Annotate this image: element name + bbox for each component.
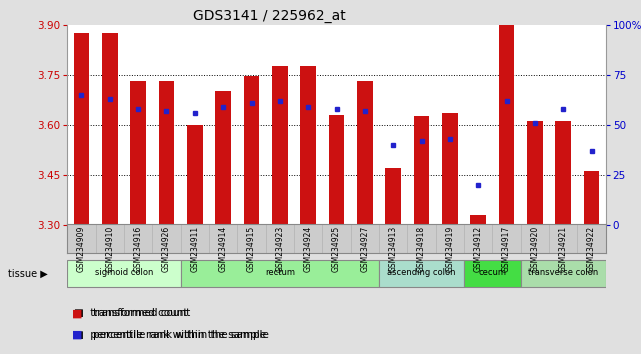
Text: ■  percentile rank within the sample: ■ percentile rank within the sample <box>74 330 266 339</box>
Bar <box>181 260 379 287</box>
Bar <box>102 33 117 225</box>
Text: GSM234913: GSM234913 <box>388 225 397 272</box>
Bar <box>74 33 89 225</box>
Text: ■: ■ <box>72 330 83 339</box>
Text: GSM234924: GSM234924 <box>304 225 313 272</box>
Bar <box>130 81 146 225</box>
Text: GSM234919: GSM234919 <box>445 225 454 272</box>
Text: GSM234916: GSM234916 <box>134 225 143 272</box>
Text: GSM234926: GSM234926 <box>162 225 171 272</box>
Bar <box>556 121 571 225</box>
Text: GSM234912: GSM234912 <box>474 225 483 272</box>
Bar <box>442 113 458 225</box>
Text: GSM234914: GSM234914 <box>219 225 228 272</box>
Bar <box>413 116 429 225</box>
Text: sigmoid colon: sigmoid colon <box>95 268 153 278</box>
Bar <box>272 67 288 225</box>
Text: GSM234909: GSM234909 <box>77 225 86 272</box>
Bar <box>464 260 520 287</box>
Text: GSM234922: GSM234922 <box>587 225 596 272</box>
Bar <box>159 81 174 225</box>
Bar <box>520 260 606 287</box>
Text: transverse colon: transverse colon <box>528 268 598 278</box>
Bar <box>357 81 372 225</box>
Bar <box>499 25 514 225</box>
Bar <box>244 76 260 225</box>
Text: GSM234918: GSM234918 <box>417 225 426 272</box>
Text: GDS3141 / 225962_at: GDS3141 / 225962_at <box>193 9 345 23</box>
Bar <box>301 67 316 225</box>
Bar <box>215 91 231 225</box>
Bar <box>527 121 543 225</box>
Bar <box>470 215 486 225</box>
Text: tissue ▶: tissue ▶ <box>8 268 47 279</box>
Text: GSM234923: GSM234923 <box>276 225 285 272</box>
Text: GSM234925: GSM234925 <box>332 225 341 272</box>
Text: GSM234910: GSM234910 <box>105 225 114 272</box>
Text: GSM234921: GSM234921 <box>559 225 568 272</box>
Text: GSM234920: GSM234920 <box>530 225 539 272</box>
Text: GSM234911: GSM234911 <box>190 225 199 272</box>
Text: ■: ■ <box>72 308 83 318</box>
Text: cecum: cecum <box>478 268 506 278</box>
Bar <box>187 125 203 225</box>
Text: transformed count: transformed count <box>93 308 190 318</box>
Text: percentile rank within the sample: percentile rank within the sample <box>93 330 269 339</box>
Text: GSM234917: GSM234917 <box>502 225 511 272</box>
Text: GSM234915: GSM234915 <box>247 225 256 272</box>
Text: rectum: rectum <box>265 268 295 278</box>
Bar <box>584 171 599 225</box>
Bar <box>385 168 401 225</box>
Text: ■  transformed count: ■ transformed count <box>74 308 187 318</box>
Bar <box>67 260 181 287</box>
Bar <box>379 260 464 287</box>
Text: GSM234927: GSM234927 <box>360 225 369 272</box>
Bar <box>329 115 344 225</box>
Text: ascending colon: ascending colon <box>387 268 456 278</box>
